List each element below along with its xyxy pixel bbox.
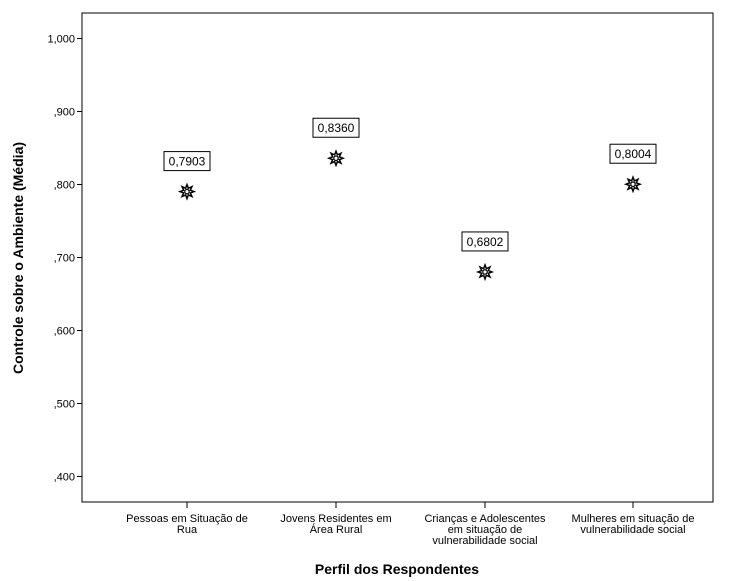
star-icon-center (630, 181, 636, 188)
y-tick-label: 1,000 (47, 34, 75, 46)
star-icon-center (184, 188, 190, 195)
x-category-label: Mulheres em situação de vulnerabilidade s… (572, 513, 695, 536)
data-label-box (163, 151, 211, 172)
x-category-label-line: em situação de (448, 524, 523, 536)
data-label-text: 0,8360 (318, 121, 355, 135)
star-icon-center (333, 155, 339, 162)
star-icon (177, 182, 197, 201)
data-label: 0,7903 (163, 151, 211, 172)
x-category-label: Crianças e Adolescentes em situação de vul… (424, 513, 546, 547)
x-category-label-line: Mulheres em situação de (572, 513, 695, 525)
x-axis: Pessoas em Situação de Rua Jovens Resident… (126, 502, 694, 547)
x-category-label-line: Área Rural (310, 523, 363, 536)
y-axis: 1,000 ,900 ,800 ,700 ,600 ,500 ,400 (47, 34, 82, 483)
x-category-label-line: vulnerabilidade social (580, 524, 685, 536)
data-label: 0,8004 (609, 143, 657, 164)
data-point (475, 262, 495, 282)
data-label-box (609, 143, 657, 164)
x-category-label-line: vulnerabilidade social (432, 535, 537, 547)
star-icon (475, 262, 495, 282)
star-icon (623, 175, 643, 194)
data-point (177, 182, 197, 201)
x-category-label-line: Rua (177, 524, 198, 536)
data-label: 0,6802 (461, 231, 509, 252)
x-category-label-line: Crianças e Adolescentes (424, 513, 546, 525)
data-label-text: 0,6802 (467, 235, 504, 249)
y-tick-label: ,700 (54, 253, 75, 265)
x-category-label: Pessoas em Situação de Rua (126, 513, 248, 536)
y-tick-label: ,800 (54, 180, 75, 192)
y-tick-label: ,500 (54, 398, 75, 410)
data-point (326, 149, 346, 168)
y-tick-label: ,600 (54, 325, 75, 337)
star-icon-center (482, 269, 488, 275)
y-tick-label: ,400 (54, 471, 75, 483)
data-label-box (461, 231, 509, 252)
y-axis-title: Controle sobre o Ambiente (Média) (10, 142, 26, 374)
data-label-text: 0,7903 (169, 155, 206, 169)
data-label: 0,8360 (312, 117, 360, 138)
y-tick-label: ,900 (54, 107, 75, 119)
plot-frame (81, 12, 714, 503)
x-axis-title: Perfil dos Respondentes (315, 561, 479, 577)
x-category-label-line: Jovens Residentes em (280, 513, 391, 525)
data-label-box (312, 117, 360, 138)
x-category-label: Jovens Residentes em Área Rural (280, 513, 391, 536)
data-point (623, 175, 643, 194)
data-points: 0,7903 0,8360 0,6802 0,8004 (163, 117, 657, 282)
data-label-text: 0,8004 (615, 147, 652, 161)
x-category-label-line: Pessoas em Situação de (126, 513, 248, 525)
star-icon (326, 149, 346, 168)
